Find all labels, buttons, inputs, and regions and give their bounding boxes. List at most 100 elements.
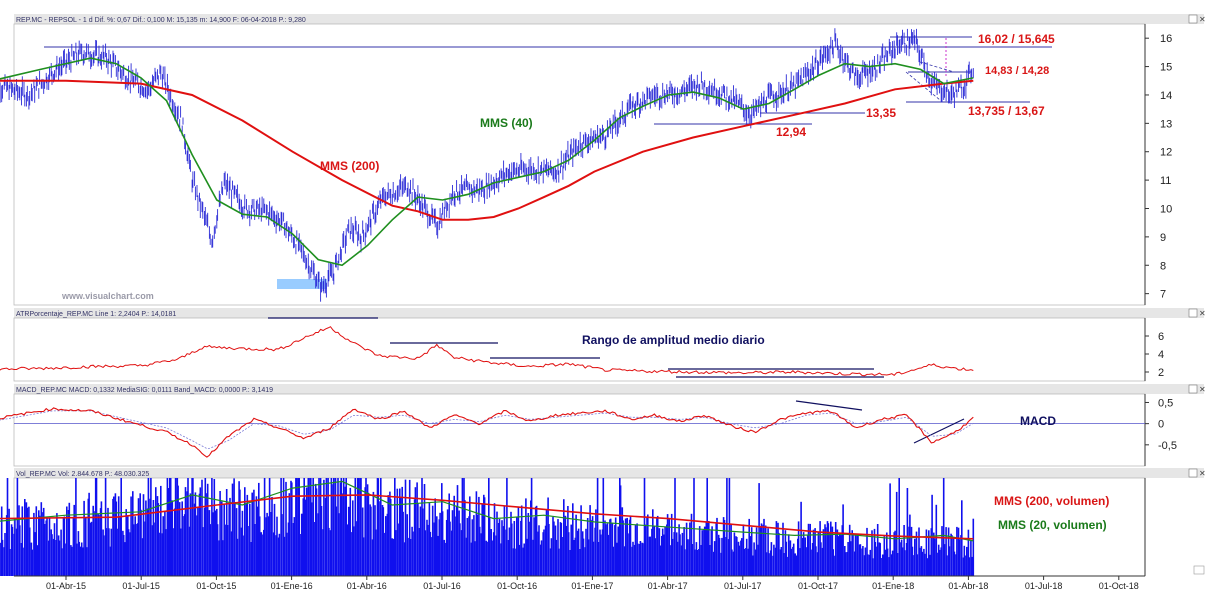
volume-bar <box>70 545 72 576</box>
volume-bar <box>58 540 61 576</box>
macd-header-bar <box>14 384 1204 394</box>
scale-toggle-button[interactable] <box>1193 565 1205 575</box>
volume-bar <box>567 506 569 576</box>
volume-bar <box>614 517 617 576</box>
volume-bar <box>770 542 773 576</box>
price-y-tick-label: 13 <box>1160 118 1172 130</box>
level-label-13735: 13,735 / 13,67 <box>968 104 1045 118</box>
volume-bar <box>369 504 371 576</box>
volume-bar <box>530 478 533 576</box>
volume-bar <box>21 506 24 576</box>
volume-bar <box>915 531 918 576</box>
volume-bar <box>377 478 380 576</box>
volume-bar <box>916 554 919 576</box>
volume-bar <box>963 545 966 576</box>
volume-bar <box>302 498 305 576</box>
volume-bar <box>575 514 577 576</box>
volume-bar <box>466 518 469 576</box>
maximize-icon[interactable] <box>1188 14 1198 24</box>
volume-bar <box>107 507 109 576</box>
volume-bar <box>401 486 403 576</box>
atr-maximize-icon[interactable] <box>1188 308 1198 318</box>
volume-bar <box>11 526 14 576</box>
volume-bar <box>347 506 350 576</box>
volume-bar <box>832 549 834 576</box>
volume-bar <box>900 539 903 576</box>
volume-bar <box>298 478 300 576</box>
volume-bar <box>867 554 869 576</box>
x-tick-label: 01-Jul-17 <box>724 581 762 591</box>
volume-bar <box>800 501 802 576</box>
volume-bar <box>419 506 422 576</box>
volume-bar <box>876 546 878 576</box>
volume-bar <box>755 527 758 576</box>
volume-bar <box>194 492 197 576</box>
volume-bar <box>889 483 891 576</box>
volume-bar <box>836 529 839 576</box>
volume-bar <box>68 502 71 576</box>
volume-bar <box>789 540 792 576</box>
volume-bar <box>491 540 493 576</box>
volume-bar <box>538 525 540 576</box>
volume-bar <box>48 517 51 576</box>
volume-bar <box>842 504 844 576</box>
volume-bar <box>894 530 896 576</box>
volume-bar <box>852 535 854 576</box>
volume-bar <box>119 517 122 576</box>
volume-bar <box>360 478 362 576</box>
volume-bar <box>103 535 105 576</box>
volume-bar <box>33 512 35 576</box>
volume-bar <box>72 517 75 576</box>
price-y-tick-label: 15 <box>1160 62 1172 74</box>
x-tick-label: 01-Jul-16 <box>423 581 461 591</box>
volume-bar <box>595 509 597 576</box>
volume-bar <box>14 518 16 576</box>
volume-bar <box>834 555 836 576</box>
volume-bar <box>1 539 4 576</box>
atr-close-icon[interactable]: ✕ <box>1199 309 1206 318</box>
volume-bar <box>93 511 95 576</box>
volume-bar <box>483 497 486 576</box>
volume-close-icon[interactable]: ✕ <box>1199 469 1206 478</box>
volume-bar <box>461 478 464 576</box>
volume-bar <box>446 509 449 576</box>
volume-bar <box>380 478 382 576</box>
volume-bar <box>565 525 567 576</box>
volume-bar <box>767 528 769 576</box>
volume-bar <box>249 503 251 576</box>
volume-bar <box>792 543 795 576</box>
volume-bar <box>62 517 65 576</box>
volume-bar <box>418 528 421 576</box>
volume-bar <box>296 478 298 576</box>
volume-bar <box>486 541 488 576</box>
volume-bar <box>822 529 825 576</box>
volume-bar <box>555 539 558 576</box>
volume-maximize-icon[interactable] <box>1188 468 1198 478</box>
volume-bar <box>906 488 909 576</box>
volume-bar <box>416 482 418 576</box>
macd-maximize-icon[interactable] <box>1188 384 1198 394</box>
volume-bar <box>16 478 19 576</box>
volume-bar <box>553 521 555 576</box>
level-label-1335: 13,35 <box>866 106 896 120</box>
volume-bar <box>251 492 253 576</box>
volume-bar <box>382 507 385 576</box>
volume-bar <box>895 491 898 576</box>
volume-bar <box>528 521 530 576</box>
macd-close-icon[interactable]: ✕ <box>1199 385 1206 394</box>
volume-mms200-label: MMS (200, volumen) <box>994 494 1109 508</box>
volume-bar <box>642 543 644 576</box>
volume-bar <box>52 538 55 576</box>
volume-bar <box>750 536 752 576</box>
volume-bar <box>286 532 288 576</box>
volume-bar <box>560 523 563 576</box>
volume-bar <box>322 529 324 576</box>
volume-bar <box>857 533 859 576</box>
volume-bar <box>397 523 399 576</box>
close-icon[interactable]: ✕ <box>1199 15 1206 24</box>
macd-y-tick-label: 0 <box>1158 419 1164 431</box>
volume-bar <box>919 547 921 576</box>
volume-bar <box>716 517 718 576</box>
volume-bar <box>385 516 387 576</box>
volume-bar <box>31 549 33 576</box>
